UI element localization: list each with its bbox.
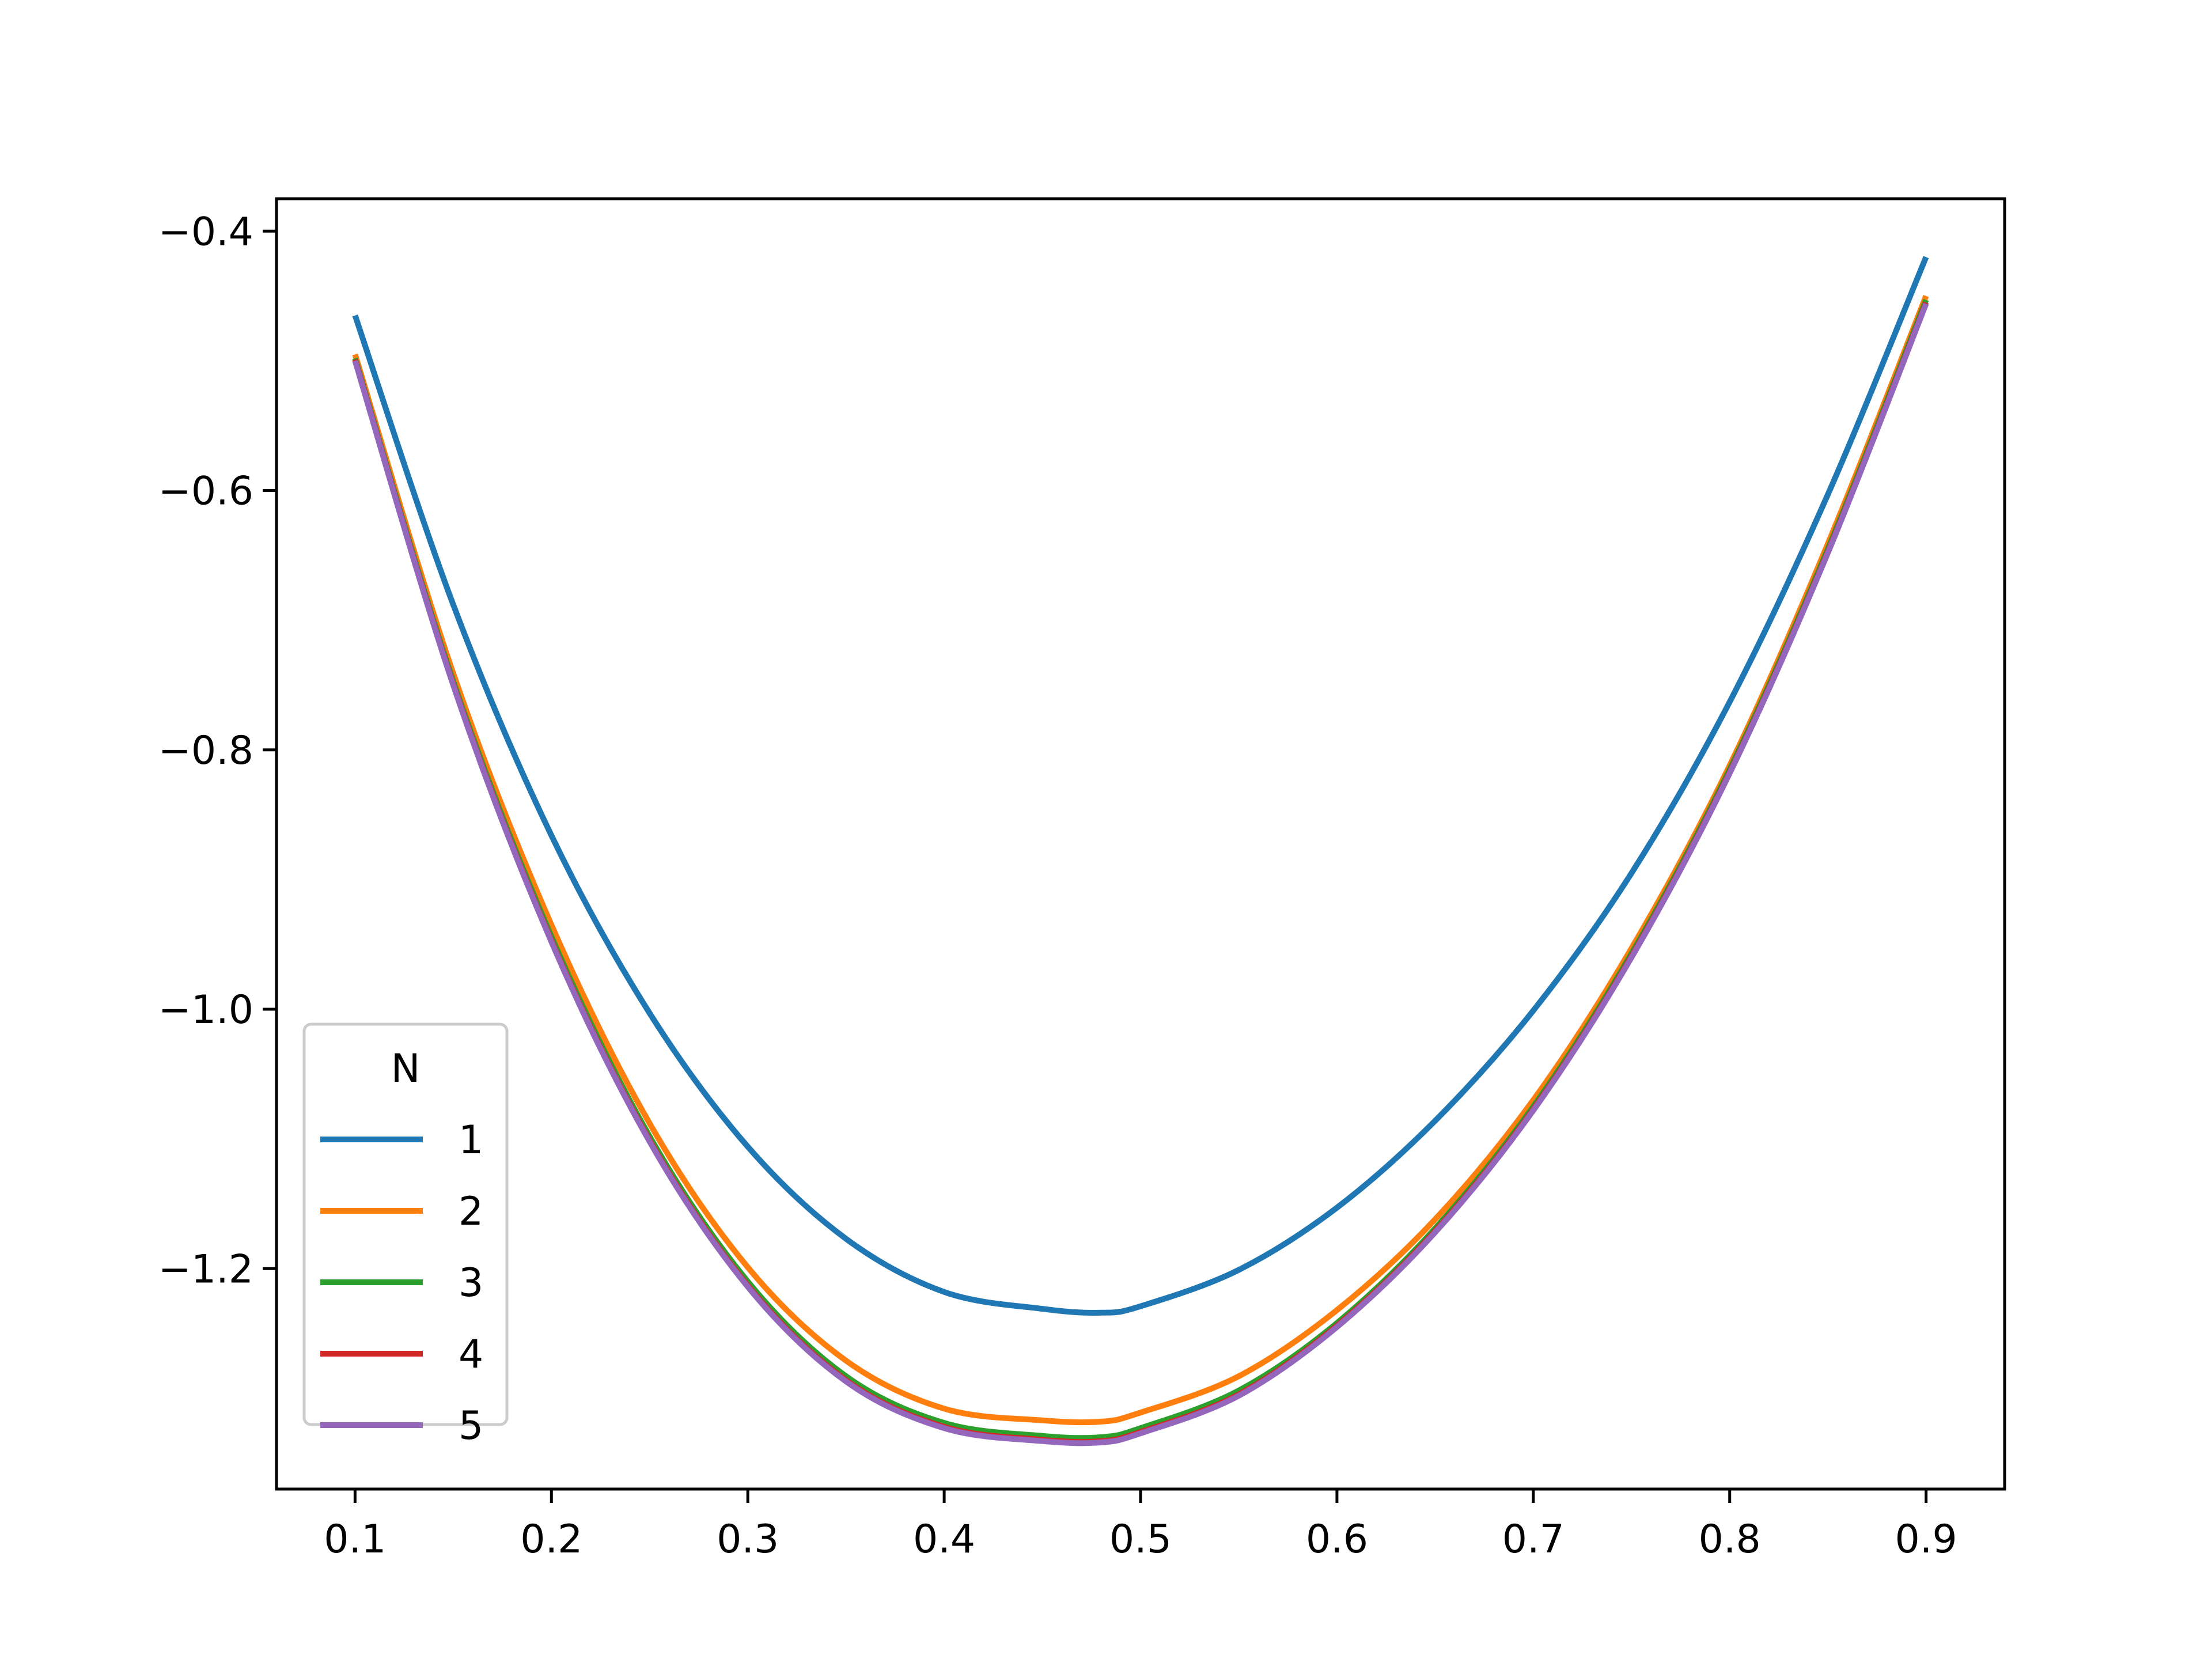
- x-tick-label: 0.8: [1699, 1517, 1761, 1562]
- y-tick-label: −1.0: [158, 987, 253, 1033]
- y-tick-label: −0.8: [158, 728, 253, 774]
- y-tick-label: −0.4: [158, 209, 253, 255]
- x-tick-label: 0.4: [913, 1517, 975, 1562]
- y-tick-label: −1.2: [158, 1247, 253, 1292]
- legend-label-2: 2: [459, 1189, 483, 1234]
- legend: N1 2 3 4 5: [302, 1022, 509, 1449]
- x-tick-label: 0.1: [324, 1517, 386, 1562]
- series-line-1: [352, 256, 1929, 1316]
- axis-layer: 0.1 0.2 0.3 0.4 0.5 0.6 0.7 0.8 0.9 −0.4 −0.6 −0.8 −…: [158, 209, 1957, 1562]
- legend-title: N: [391, 1046, 421, 1092]
- y-tick-label: −0.6: [158, 469, 253, 514]
- legend-label-3: 3: [459, 1260, 483, 1306]
- legend-label-1: 1: [459, 1118, 483, 1163]
- x-tick-label: 0.5: [1109, 1517, 1172, 1562]
- x-tick-label: 0.3: [717, 1517, 779, 1562]
- series-line-5: [352, 302, 1929, 1446]
- x-tick-label: 0.6: [1306, 1517, 1368, 1562]
- series-layer: [352, 256, 1929, 1446]
- legend-label-4: 4: [459, 1332, 483, 1377]
- legend-label-5: 5: [459, 1403, 483, 1449]
- x-tick-label: 0.7: [1502, 1517, 1565, 1562]
- x-tick-label: 0.2: [520, 1517, 582, 1562]
- x-tick-label: 0.9: [1895, 1517, 1957, 1562]
